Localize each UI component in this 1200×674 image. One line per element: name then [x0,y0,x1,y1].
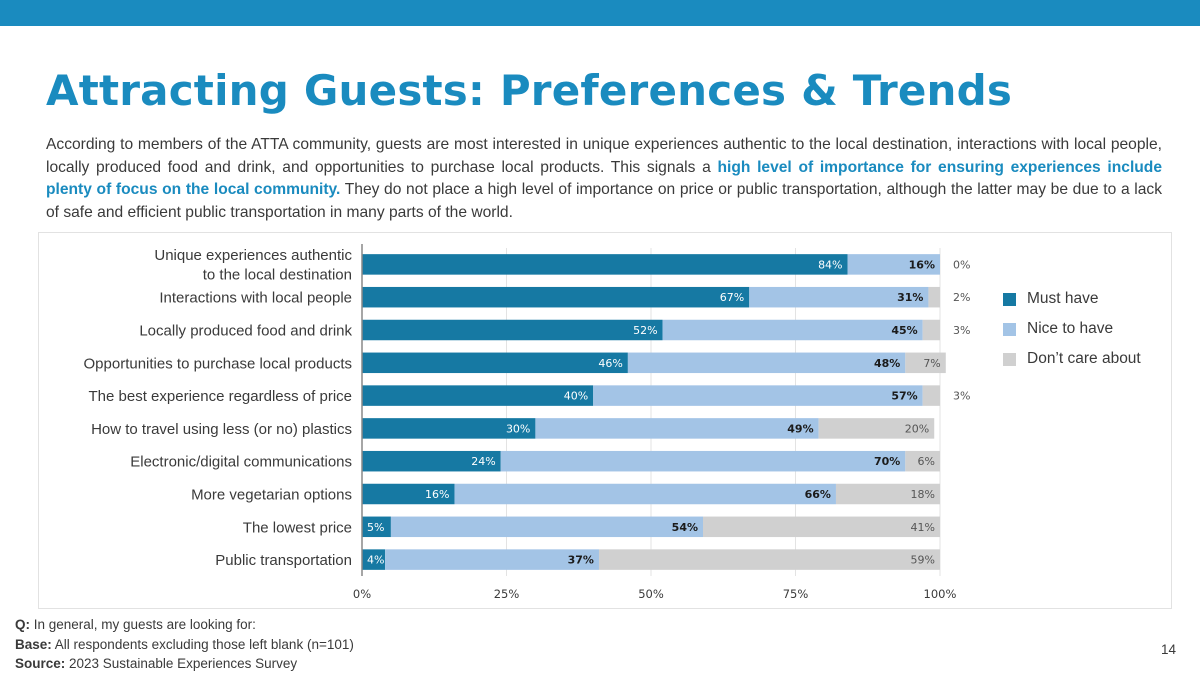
bar-must-have-3 [362,319,663,341]
bar-must-have-9 [362,516,391,538]
data-label-must-have-4: 46% [598,357,622,370]
data-label-must-have-9: 5% [367,521,384,534]
page-number: 14 [1161,642,1177,657]
category-label-5: The best experience regardless of price [89,388,352,405]
data-label-don-t-care-about-1: 0% [953,258,970,271]
legend-label-must-have: Must have [1027,290,1099,307]
category-label-4: Opportunities to purchase local products [84,355,352,372]
bar-nice-to-have-8 [454,483,836,505]
bar-must-have-7 [362,450,501,472]
data-label-must-have-10: 4% [367,554,384,567]
source-label: Source: [15,656,66,671]
legend-label-dont-care: Don’t care about [1027,350,1141,367]
bar-nice-to-have-10 [385,549,599,570]
data-label-don-t-care-about-2: 2% [953,291,970,304]
question-label: Q: [15,617,30,632]
data-label-don-t-care-about-9: 41% [911,521,935,534]
intro-text-end: They do not place a high level of import… [46,181,1162,221]
intro-highlight: high level of importance for ensuring ex… [46,158,1162,199]
data-label-nice-to-have-5: 57% [891,390,917,403]
footer-base: Base: All respondents excluding those le… [15,635,354,655]
bar-don-t-care-about-6 [818,418,935,439]
bar-must-have-10 [362,549,386,570]
footer-source: Source: 2023 Sustainable Experiences Sur… [15,654,354,674]
data-label-must-have-6: 30% [506,422,530,435]
bar-don-t-care-about-10 [598,549,940,570]
data-label-nice-to-have-1: 16% [909,258,935,271]
data-label-don-t-care-about-6: 20% [905,422,929,435]
bar-nice-to-have-1 [847,254,940,275]
data-label-don-t-care-about-4: 7% [923,357,940,370]
data-label-must-have-2: 67% [720,291,744,304]
intro-text-start: According to members of the ATTA communi… [46,136,1162,176]
bar-don-t-care-about-5 [922,385,940,406]
bar-nice-to-have-7 [500,450,906,472]
page-title: Attracting Guests: Preferences & Trends [46,66,1013,115]
bar-must-have-5 [362,385,594,406]
bar-must-have-1 [362,254,848,275]
x-tick-label-0: 0% [353,587,371,601]
top-banner [0,0,1200,26]
bar-don-t-care-about-7 [905,450,940,472]
data-label-don-t-care-about-3: 3% [953,324,970,337]
bar-nice-to-have-2 [749,286,929,308]
bar-must-have-2 [362,286,750,308]
data-label-nice-to-have-2: 31% [897,291,923,304]
category-label-9: The lowest price [243,519,352,536]
bar-don-t-care-about-4 [905,352,946,374]
data-label-must-have-1: 84% [818,258,842,271]
data-label-nice-to-have-7: 70% [874,455,900,468]
question-text: In general, my guests are looking for: [30,617,256,632]
bar-nice-to-have-6 [535,418,819,439]
bar-don-t-care-about-3 [922,319,940,341]
data-label-nice-to-have-3: 45% [891,324,917,337]
legend-label-nice-to-have: Nice to have [1027,320,1114,337]
bar-must-have-6 [362,418,536,439]
data-label-nice-to-have-8: 66% [805,488,831,501]
legend-swatch-nice-to-have [1003,323,1016,336]
category-label-3: Locally produced food and drink [139,323,352,340]
x-tick-label-25: 25% [494,587,520,601]
bar-nice-to-have-9 [390,516,704,538]
data-label-nice-to-have-4: 48% [874,357,900,370]
data-label-nice-to-have-10: 37% [568,554,594,567]
category-label-10: Public transportation [215,552,352,569]
data-label-must-have-3: 52% [633,324,657,337]
data-label-nice-to-have-9: 54% [672,521,698,534]
legend-swatch-must-have [1003,293,1016,306]
data-label-don-t-care-about-8: 18% [911,488,935,501]
bar-don-t-care-about-8 [835,483,940,505]
footer-notes: Q: In general, my guests are looking for… [15,615,354,674]
x-tick-label-100: 100% [924,587,957,601]
bar-don-t-care-about-9 [703,516,940,538]
category-label-2: Interactions with local people [159,290,352,307]
category-label-6: How to travel using less (or no) plastic… [91,421,352,438]
data-label-must-have-7: 24% [471,455,495,468]
category-label-1-line-2: to the local destination [203,267,352,284]
bar-nice-to-have-5 [593,385,923,406]
data-label-must-have-8: 16% [425,488,449,501]
category-label-1-line-1: Unique experiences authentic [154,247,352,264]
bar-must-have-8 [362,483,455,505]
bar-must-have-4 [362,352,628,374]
data-label-don-t-care-about-7: 6% [918,455,935,468]
bar-don-t-care-about-2 [928,286,940,308]
data-label-must-have-5: 40% [564,390,588,403]
category-label-7: Electronic/digital communications [130,454,352,471]
data-label-nice-to-have-6: 49% [787,422,813,435]
x-tick-label-50: 50% [638,587,664,601]
source-text: 2023 Sustainable Experiences Survey [65,656,298,671]
category-label-8: More vegetarian options [191,487,352,504]
base-label: Base: [15,636,52,652]
base-text: All respondents excluding those left bla… [51,636,354,652]
bar-nice-to-have-4 [627,352,906,374]
legend-swatch-dont-care [1003,353,1016,366]
data-label-don-t-care-about-5: 3% [953,390,970,403]
footer-question: Q: In general, my guests are looking for… [15,615,354,635]
intro-paragraph: According to members of the ATTA communi… [46,134,1162,224]
x-tick-label-75: 75% [783,587,809,601]
bar-nice-to-have-3 [662,319,923,341]
data-label-don-t-care-about-10: 59% [911,554,935,567]
